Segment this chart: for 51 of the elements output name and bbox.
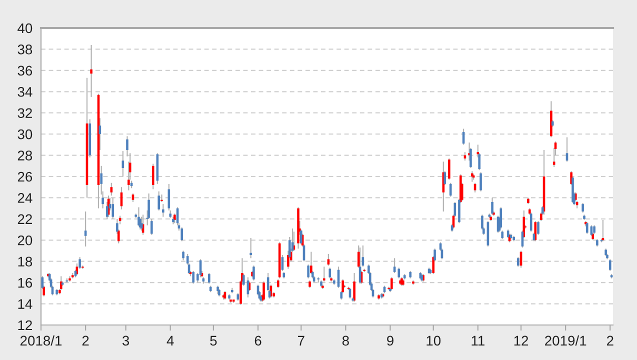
candlestick <box>152 163 154 190</box>
candlestick <box>192 270 194 284</box>
candlestick <box>150 218 153 236</box>
x-tick-label: 3 <box>122 336 130 346</box>
candlestick <box>162 204 164 218</box>
candlestick <box>448 158 450 180</box>
candlestick <box>327 253 330 266</box>
x-tick-label: 2 <box>82 336 89 346</box>
x-tick-label: 6 <box>254 336 262 346</box>
y-tick-label: 40 <box>18 23 32 34</box>
candlestick <box>182 250 184 261</box>
y-tick-label: 14 <box>18 299 32 309</box>
x-tick-label: 11 <box>472 336 484 346</box>
x-tick-label: 2018/1 <box>20 335 62 346</box>
candlestick <box>608 258 612 272</box>
y-tick-label: 32 <box>18 108 32 118</box>
x-tick-label: 7 <box>298 336 304 346</box>
y-tick-label: 36 <box>18 66 32 76</box>
y-tick-label: 30 <box>18 129 32 140</box>
x-tick-label: 9 <box>387 336 394 346</box>
y-tick-label: 12 <box>18 320 32 330</box>
candlestick <box>516 256 520 268</box>
y-tick-label: 16 <box>18 278 32 288</box>
y-tick-label: 22 <box>18 214 32 224</box>
y-tick-label: 26 <box>18 172 32 182</box>
candlestick <box>500 206 502 230</box>
candlestick <box>393 258 396 274</box>
y-tick-label: 20 <box>18 235 32 246</box>
y-tick-label: 34 <box>18 86 32 97</box>
x-tick-label: 2019/1 <box>545 335 586 346</box>
x-tick-label: 5 <box>210 336 217 346</box>
x-tick-label: 4 <box>166 336 174 346</box>
candlestick <box>582 202 584 214</box>
y-tick-label: 24 <box>18 193 32 203</box>
candlestick <box>110 182 113 196</box>
candlestick <box>112 197 114 220</box>
x-tick-label: 8 <box>342 336 349 346</box>
candlestick <box>480 172 482 192</box>
candlestick <box>158 190 160 211</box>
candlestick <box>390 276 393 291</box>
candlestick <box>90 44 92 98</box>
candlestick <box>180 226 183 242</box>
x-tick-label: 12 <box>514 336 528 346</box>
candlestick <box>208 272 210 284</box>
y-tick-label: 28 <box>18 150 32 160</box>
candlestick <box>84 210 87 248</box>
x-tick-label: 10 <box>426 336 441 346</box>
y-tick-label: 38 <box>18 44 32 54</box>
y-tick-label: 18 <box>18 256 32 267</box>
candlestick <box>250 237 252 259</box>
x-tick-label: 2 <box>606 336 614 346</box>
